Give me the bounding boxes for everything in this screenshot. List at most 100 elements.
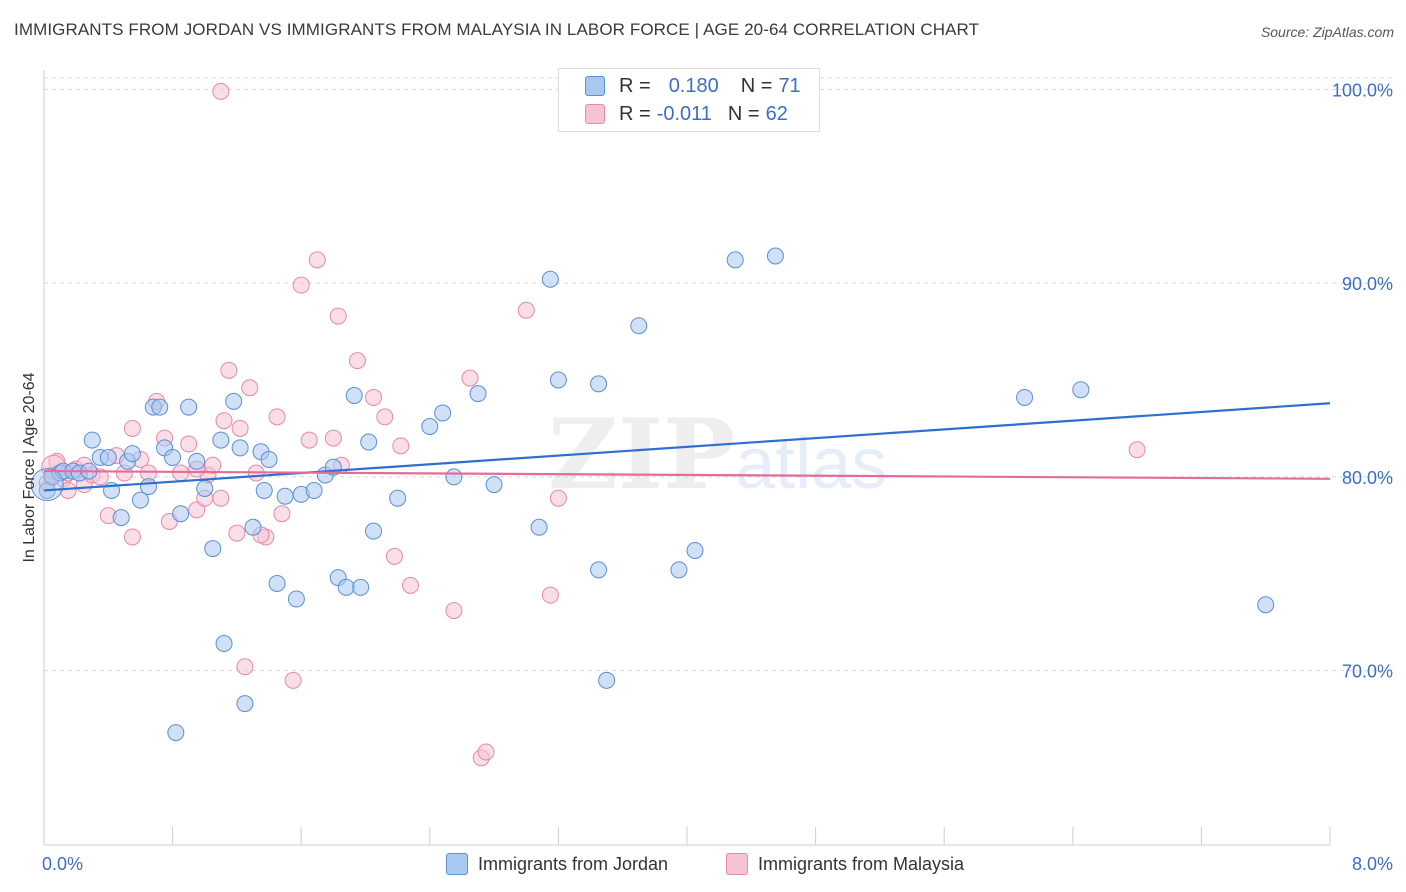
jordan-point [549,371,567,389]
malaysia-point [376,408,394,426]
malaysia-point [461,369,479,387]
jordan-point [151,398,169,416]
jordan-point [766,247,784,265]
malaysia-point [329,307,347,325]
jordan-points [30,96,1275,742]
jordan-point [225,392,243,410]
series-legend-jordan: Immigrants from Jordan [446,851,668,877]
jordan-point [172,505,190,523]
malaysia-point [385,547,403,565]
gridlines [44,77,1394,672]
jordan-point [212,431,230,449]
jordan-point [389,489,407,507]
jordan-point [30,468,64,502]
malaysia-point [445,602,463,620]
jordan-point [726,251,744,269]
jordan-point [305,481,323,499]
jordan-point [337,578,355,596]
jordan-point [630,317,648,335]
jordan-point [180,398,198,416]
jordan-point [231,439,249,457]
jordan-point [139,478,157,496]
x-tick-label: 0.0% [42,854,83,874]
axis-labels: 70.0% 80.0% 90.0% 100.0% 0.0% 8.0% In Labor Fo… [21,80,1393,874]
x-tick-label: 8.0% [1352,854,1393,874]
malaysia-point [549,489,567,507]
jordan-point [83,431,101,449]
jordan-point [421,418,439,435]
jordan-point [260,450,278,468]
jordan-point [360,433,378,451]
jordan-legend-icon [446,853,468,875]
jordan-point [345,387,363,404]
jordan-point [590,375,608,393]
series-legend-malaysia: Immigrants from Malaysia [726,851,964,877]
legend-row-malaysia: R = -0.011 N = 62 [585,101,794,127]
malaysia-swatch-icon [585,104,605,124]
legend-n-value: 71 [778,74,801,97]
malaysia-point [204,456,222,474]
legend-r-label: R = [619,102,651,125]
malaysia-point [348,352,366,370]
malaysia-point [402,576,420,594]
malaysia-legend-icon [726,853,748,875]
jordan-point [99,449,117,466]
jordan-point [244,518,262,536]
jordan-point [352,578,370,596]
jordan-point [112,509,130,527]
jordan-point [123,445,141,463]
malaysia-point [231,419,249,437]
malaysia-points [38,82,1146,767]
jordan-point [469,385,487,403]
malaysia-point [273,505,291,523]
jordan-point [167,724,185,742]
axes [43,70,1331,846]
y-axis-label: In Labor Force | Age 20-64 [21,372,38,562]
jordan-point [131,491,149,509]
y-tick-label: 100.0% [1332,80,1393,100]
chart-title: IMMIGRANTS FROM JORDAN VS IMMIGRANTS FRO… [14,20,980,39]
malaysia-point [541,586,559,604]
malaysia-point [1128,441,1146,459]
jordan-point [598,671,616,689]
malaysia-point [284,671,302,689]
jordan-point [1072,381,1090,399]
jordan-point [590,561,608,579]
jordan-point [215,635,233,652]
malaysia-point [308,251,326,269]
malaysia-point [228,524,246,542]
jordan-point [196,480,214,497]
legend-r-value: -0.011 [656,102,712,125]
jordan-point [268,574,286,592]
malaysia-point [268,408,286,426]
malaysia-point [123,419,141,437]
y-tick-label: 90.0% [1342,274,1393,294]
jordan-trend-line [43,402,1331,492]
malaysia-point [517,301,535,319]
malaysia-point [392,437,410,455]
legend-row-jordan: R = 0.180 N = 71 [585,73,807,99]
y-tick-label: 70.0% [1342,662,1393,682]
jordan-point [164,449,182,466]
jordan-point [287,590,305,608]
malaysia-point [300,431,318,449]
jordan-point [434,404,452,422]
jordan-point [188,452,206,470]
malaysia-point [180,435,198,453]
legend-n-label: N = [740,74,773,97]
legend-r-label: R = [619,74,651,97]
malaysia-point [241,379,259,397]
malaysia-trend-line [43,469,1331,480]
malaysia-point [292,276,310,294]
jordan-point [255,481,273,499]
legend-n-value: 62 [765,102,788,125]
malaysia-point [324,429,342,447]
malaysia-point [477,743,495,761]
series-name-malaysia: Immigrants from Malaysia [758,853,965,874]
jordan-point [365,522,383,540]
jordan-point [236,695,254,713]
trend-lines [43,402,1331,492]
malaysia-point [220,361,238,379]
jordan-point [541,270,559,288]
